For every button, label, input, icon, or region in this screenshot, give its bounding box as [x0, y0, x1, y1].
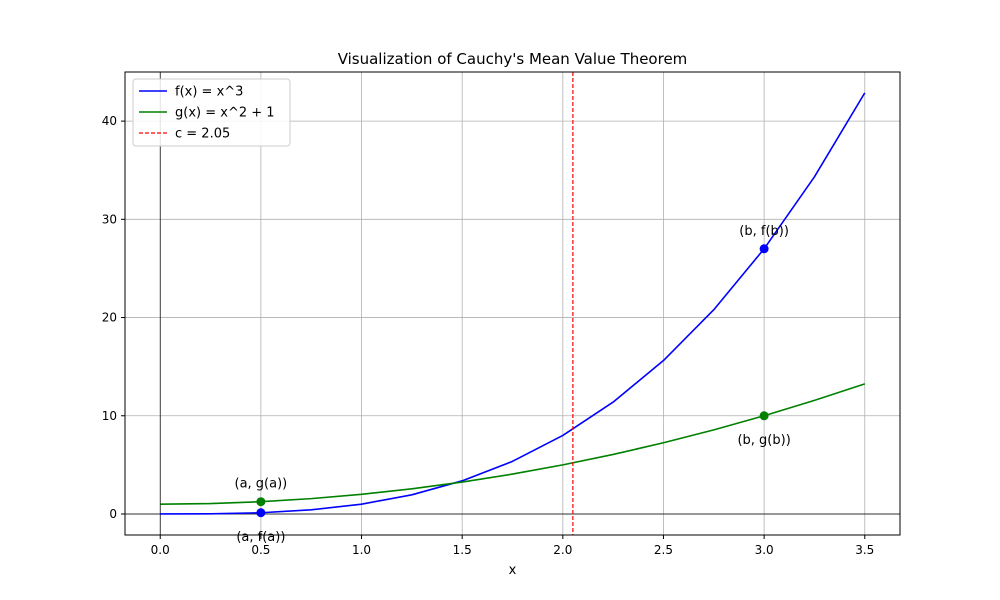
y-tick-label: 30	[102, 212, 117, 226]
legend-box	[132, 78, 291, 147]
point-marker	[759, 244, 769, 254]
x-tick-label: 3.5	[855, 543, 874, 557]
y-tick-label: 20	[102, 311, 117, 325]
point-marker	[256, 508, 266, 518]
x-tick-label: 3.0	[755, 543, 774, 557]
point-marker	[256, 497, 266, 507]
y-tick-label: 0	[109, 507, 117, 521]
series-f-line	[160, 92, 866, 515]
point-label: (a, g(a))	[235, 477, 288, 492]
x-tick-label: 2.5	[654, 543, 673, 557]
axes-frame	[124, 71, 901, 536]
x-tick-label: 2.0	[553, 543, 572, 557]
legend-label: g(x) = x^2 + 1	[175, 106, 275, 121]
legend-label: f(x) = x^3	[175, 85, 243, 100]
point-label: (b, g(b))	[737, 433, 790, 448]
x-tick-label: 0.5	[251, 543, 270, 557]
x-tick-label: 0.0	[151, 543, 170, 557]
legend: f(x) = x^3 g(x) = x^2 + 1 c = 2.05	[132, 78, 291, 147]
x-tick-label: 1.0	[352, 543, 371, 557]
y-tick-label: 10	[102, 409, 117, 423]
plot-area: (a, f(a))(b, f(b))(a, g(a))(b, g(b))0.0 0…	[102, 71, 901, 557]
x-tick-label: 1.5	[453, 543, 472, 557]
series-g-line	[160, 383, 866, 505]
chart-title: Visualization of Cauchy's Mean Value The…	[338, 50, 688, 68]
y-tick-label: 40	[102, 114, 117, 128]
point-label: (b, f(b))	[739, 224, 789, 239]
x-axis-label: x	[509, 563, 517, 578]
legend-label: c = 2.05	[175, 127, 230, 142]
point-marker	[759, 411, 769, 421]
